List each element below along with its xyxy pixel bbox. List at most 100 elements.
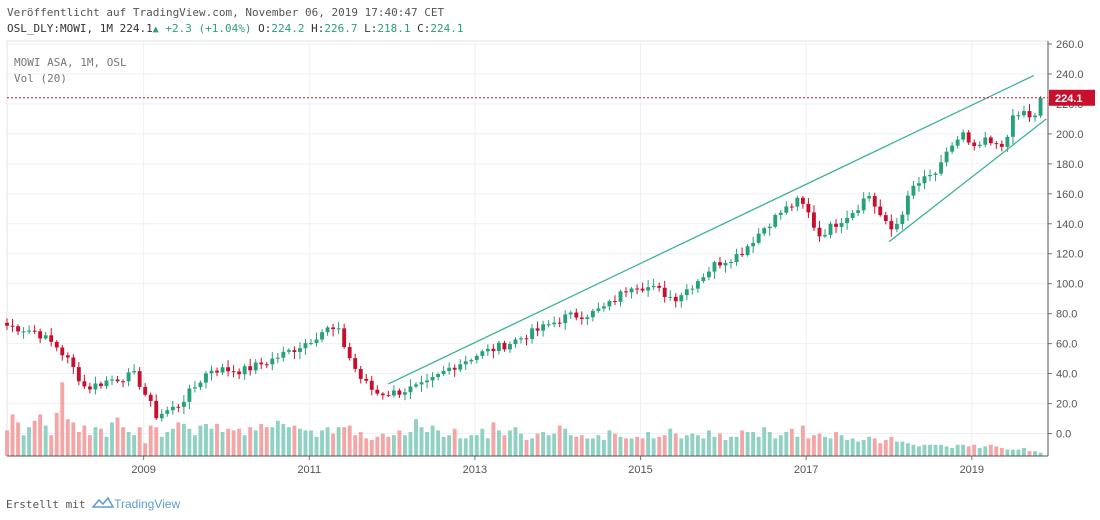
volume-bar: [170, 428, 175, 456]
volume-bar: [380, 433, 385, 456]
candle-body: [601, 306, 606, 309]
volume-bar: [281, 424, 286, 456]
volume-bar: [778, 435, 783, 456]
candle-body: [657, 285, 662, 288]
volume-bar: [71, 422, 76, 456]
volume-bar: [292, 425, 297, 456]
candle-body: [485, 348, 490, 352]
volume-bar: [143, 443, 148, 456]
candle-body: [65, 355, 70, 358]
volume-bar: [93, 427, 98, 456]
volume-bar: [270, 427, 275, 456]
candle-body: [541, 324, 546, 331]
volume-bar: [242, 435, 247, 456]
candle-body: [104, 380, 109, 387]
candle-body: [613, 301, 617, 303]
axes: 260.0240.0220.0200.0180.0160.0140.0120.0…: [7, 39, 1095, 476]
high-value: 226.7: [324, 22, 358, 35]
volume-bar: [972, 444, 977, 456]
candle-body: [347, 347, 352, 359]
candle-body: [375, 389, 380, 394]
trendline: [387, 74, 1035, 385]
volume-bar: [286, 427, 291, 456]
candle-body: [994, 143, 999, 145]
candle-body: [137, 371, 142, 387]
volume-bar: [729, 436, 733, 456]
candle-body: [447, 367, 452, 372]
candle-body: [54, 341, 59, 348]
candle-body: [463, 361, 468, 365]
candle-body: [403, 392, 407, 395]
volume-bar: [867, 436, 872, 456]
candle-body: [458, 364, 463, 370]
candle-body: [524, 338, 529, 340]
candle-body: [695, 281, 700, 289]
candle-body: [253, 362, 258, 371]
candle-body: [275, 357, 280, 359]
close-value: 224.1: [430, 22, 464, 35]
candle-body: [679, 295, 684, 302]
candle-body: [192, 387, 197, 389]
y-tick-label: 200.0: [1056, 129, 1084, 141]
candle-body: [883, 215, 888, 221]
volume-bar: [933, 444, 938, 456]
candle-body: [878, 206, 883, 216]
candle-body: [944, 151, 949, 163]
volume-bar: [889, 436, 894, 456]
candle-body: [430, 377, 435, 381]
volume-bar: [309, 430, 313, 456]
volume-bar: [1010, 449, 1015, 456]
volume-bar: [226, 428, 231, 456]
volume-bar: [43, 425, 48, 456]
volume-bar: [734, 436, 739, 456]
trendlines[interactable]: [387, 74, 1047, 385]
candle-body: [242, 366, 247, 375]
candle-body: [740, 254, 745, 256]
volume-bar: [756, 436, 761, 456]
tradingview-logo-icon: [91, 496, 115, 508]
candle-body: [143, 386, 148, 395]
trendline: [888, 118, 1047, 243]
volume-bar: [181, 424, 186, 456]
volume-bar: [557, 425, 562, 456]
volume-bar: [425, 432, 429, 456]
volume-bar: [701, 438, 706, 456]
volume-bar: [320, 430, 324, 456]
volume-bar: [154, 427, 159, 456]
candle-body: [712, 262, 717, 272]
volume-bar: [546, 435, 551, 456]
candle-body: [751, 242, 756, 247]
candle-body: [928, 174, 932, 177]
candle-body: [358, 368, 363, 379]
volume-bar: [640, 438, 645, 456]
volume-bar: [38, 414, 43, 456]
candle-body: [574, 312, 579, 318]
volume-bar: [121, 427, 126, 456]
candle-body: [364, 378, 369, 381]
candle-body: [530, 328, 534, 339]
volume-bar: [126, 432, 131, 456]
volume-bar: [198, 425, 203, 456]
volume-bar: [508, 430, 512, 456]
candle-body: [646, 287, 651, 291]
volume-bar: [1038, 452, 1043, 456]
volume-bar: [944, 446, 949, 456]
volume-bar: [850, 438, 855, 456]
published-note: Veröffentlicht auf TradingView.com, Nove…: [7, 6, 445, 19]
close-label: C:: [417, 22, 431, 35]
volume-bar: [480, 428, 485, 456]
volume-bar: [192, 435, 197, 456]
volume-bar: [917, 446, 921, 456]
volume-bar: [463, 438, 468, 456]
volume-bar: [275, 420, 280, 456]
candle-body: [933, 173, 938, 175]
open-label: O:: [258, 22, 272, 35]
volume-bar: [624, 438, 628, 456]
price-chart[interactable]: 260.0240.0220.0200.0180.0160.0140.0120.0…: [0, 0, 1100, 490]
volume-bar: [585, 438, 590, 456]
x-tick-label: 2013: [463, 464, 487, 476]
volume-bar: [806, 438, 811, 456]
volume-legend: Vol (20): [14, 72, 67, 85]
volume-bar: [209, 428, 214, 456]
brand-label[interactable]: TradingView: [114, 497, 181, 511]
